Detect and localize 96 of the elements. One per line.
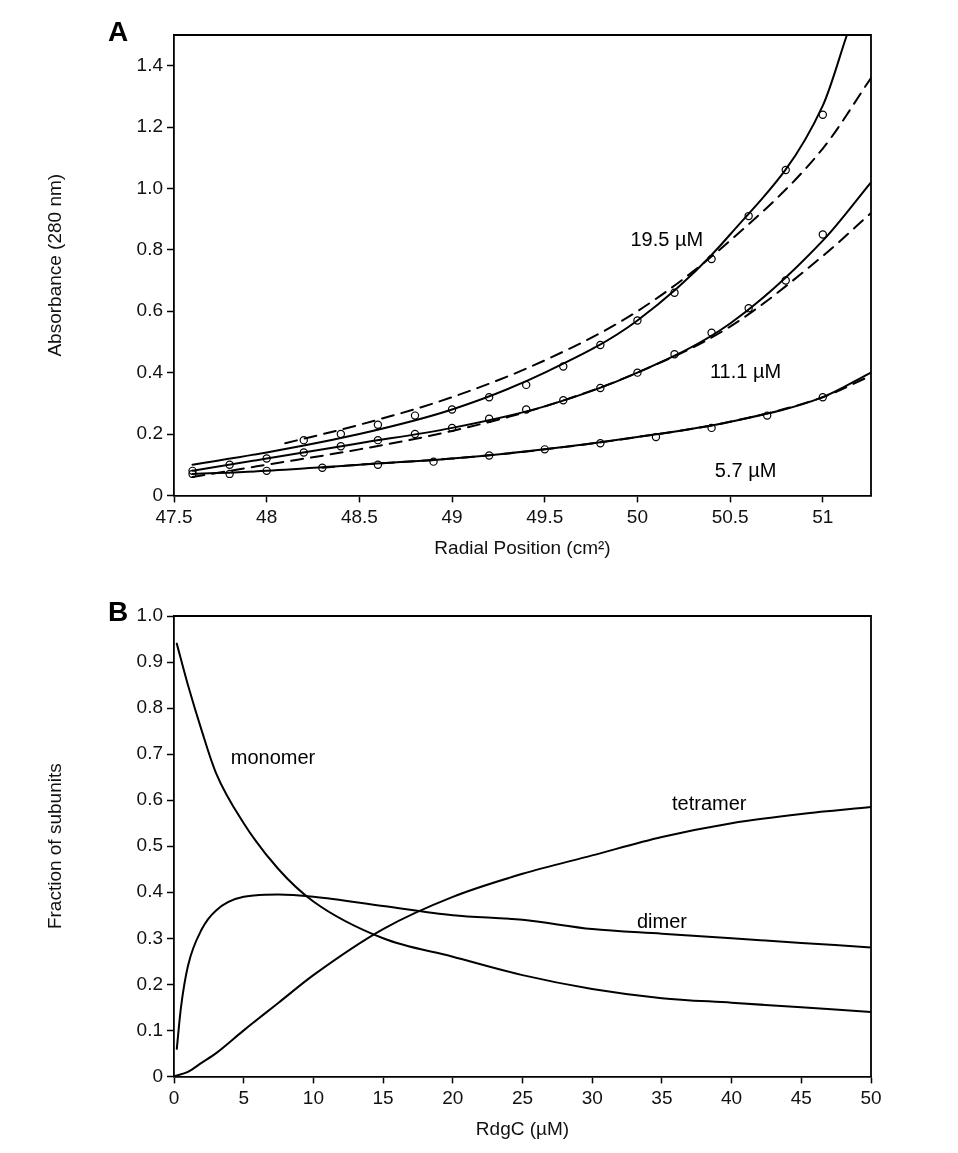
y-tick-label: 0.9: [136, 650, 163, 672]
point: [336, 429, 346, 439]
y-tick-label: 1.0: [136, 604, 163, 626]
point: [596, 439, 605, 448]
x-tick-label: 50.5: [711, 506, 749, 528]
point: [299, 448, 308, 457]
point: [299, 435, 308, 445]
point: [522, 405, 531, 414]
y-tick-label: 0.8: [136, 696, 163, 718]
point: [262, 466, 271, 476]
chart-title: A: [108, 16, 129, 47]
point: [225, 469, 234, 479]
point: [596, 383, 605, 393]
point: [522, 380, 531, 390]
x-tick-label: 50: [626, 506, 648, 528]
chart-title: B: [108, 596, 129, 627]
point: [633, 368, 642, 377]
point: [818, 230, 827, 239]
x-tick-label: 20: [442, 1087, 464, 1109]
point: [670, 350, 679, 359]
point: [707, 423, 716, 433]
x-tick-label: 30: [581, 1087, 603, 1109]
x-tick-label: 0: [168, 1087, 180, 1109]
point: [484, 451, 494, 460]
y-tick-label: 0.2: [136, 422, 163, 444]
series-label: 5.7 µM: [714, 458, 777, 481]
x-tick-label: 25: [511, 1087, 534, 1109]
point: [262, 454, 271, 463]
point: [336, 442, 346, 451]
x-tick-label: 50: [860, 1087, 882, 1109]
y-tick-label: 0.3: [136, 926, 163, 948]
point: [188, 466, 197, 476]
point: [410, 429, 420, 439]
point: [410, 411, 420, 420]
x-tick-label: 10: [302, 1087, 324, 1109]
point: [781, 276, 790, 285]
point: [484, 392, 494, 402]
y-tick-label: 0.6: [136, 299, 163, 321]
series-label: 19.5 µM: [630, 228, 704, 251]
x-axis-title: Radial Position (cm²): [434, 536, 611, 558]
y-tick-label: 0: [152, 483, 163, 505]
point: [818, 110, 827, 119]
series-label: tetramer: [672, 792, 747, 815]
point: [559, 396, 568, 405]
x-tick-label: 48: [256, 506, 278, 528]
y-tick-label: 0: [152, 1064, 163, 1086]
point: [225, 460, 234, 469]
y-tick-label: 1.0: [136, 176, 163, 198]
point: [744, 303, 753, 313]
y-tick-label: 0.5: [136, 834, 163, 856]
point: [762, 411, 772, 420]
x-tick-label: 35: [651, 1087, 673, 1109]
y-tick-label: 0.6: [136, 788, 163, 810]
y-tick-label: 0.2: [136, 972, 163, 994]
x-tick-label: 40: [721, 1087, 743, 1109]
point: [559, 362, 568, 371]
x-axis-title: RdgC (µM): [475, 1117, 570, 1139]
point: [744, 211, 753, 221]
x-tick-label: 49.5: [526, 506, 564, 528]
x-tick-label: 45: [790, 1087, 812, 1109]
series-label: monomer: [230, 746, 316, 769]
point: [818, 392, 827, 402]
point: [318, 463, 327, 472]
y-tick-label: 1.2: [136, 115, 163, 137]
point: [707, 254, 716, 264]
x-tick-label: 15: [372, 1087, 394, 1109]
point: [781, 165, 790, 175]
point: [447, 423, 457, 433]
point: [373, 460, 383, 469]
y-tick-label: 1.4: [136, 53, 164, 75]
point: [373, 435, 383, 445]
y-tick-label: 0.7: [136, 742, 163, 764]
y-tick-label: 0.1: [136, 1018, 163, 1040]
series-label: dimer: [636, 909, 688, 932]
point: [707, 328, 716, 337]
point: [447, 405, 457, 414]
point: [633, 316, 642, 325]
point: [373, 420, 383, 430]
y-tick-label: 0.8: [136, 238, 163, 260]
series-label: 11.1 µM: [709, 359, 782, 382]
x-tick-label: 47.5: [155, 506, 193, 528]
y-tick-label: 0.4: [136, 360, 164, 382]
point: [651, 432, 661, 442]
point: [429, 457, 438, 466]
point: [484, 414, 494, 423]
x-tick-label: 5: [238, 1087, 249, 1109]
point: [596, 340, 605, 350]
x-tick-label: 51: [812, 506, 834, 528]
x-tick-label: 49: [441, 506, 463, 528]
y-axis-title: Fraction of subunits: [43, 763, 65, 930]
y-tick-label: 0.4: [136, 880, 164, 902]
point: [670, 288, 679, 298]
point: [188, 469, 197, 479]
x-tick-label: 48.5: [340, 506, 378, 528]
y-axis-title: Absorbance (280 nm): [43, 173, 65, 357]
point: [540, 445, 549, 454]
